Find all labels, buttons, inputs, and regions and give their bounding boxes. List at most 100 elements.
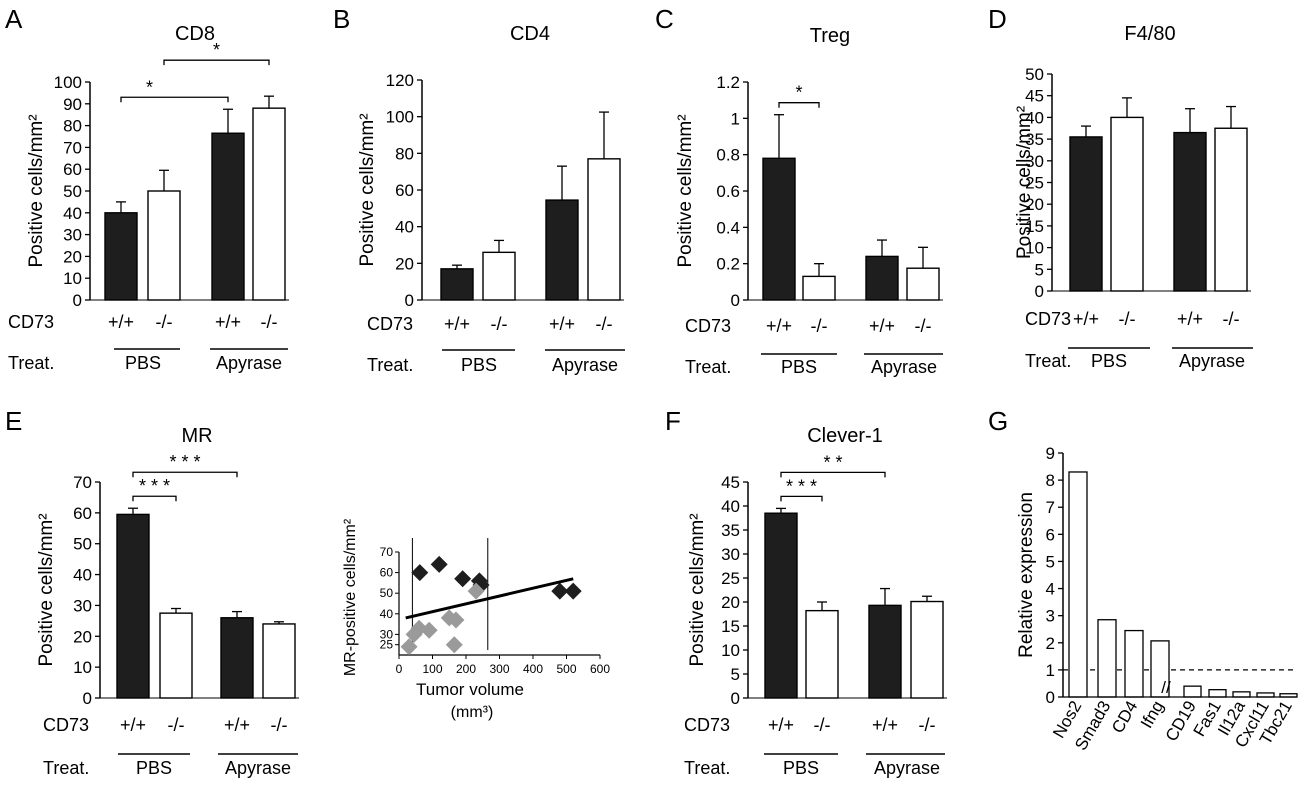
y-tick-label: 100 xyxy=(54,73,82,92)
y-tick-label: 30 xyxy=(1025,152,1044,171)
y-tick-label: 0 xyxy=(731,291,740,310)
category-label: Ifng xyxy=(1137,698,1168,732)
y-tick-label: 0.4 xyxy=(716,218,740,237)
axis-break-mark: // xyxy=(1161,678,1171,697)
genotype-label: +/+ xyxy=(869,316,895,336)
y-tick-label: 20 xyxy=(1025,195,1044,214)
genotype-row-label: CD73 xyxy=(43,715,89,735)
bar xyxy=(1110,116,1144,292)
scatter-point xyxy=(400,638,418,656)
y-tick-label: 50 xyxy=(380,586,394,600)
panel-letter-d: D xyxy=(988,4,1007,34)
genotype-row-label: CD73 xyxy=(8,312,54,332)
genotype-label: +/+ xyxy=(1177,309,1203,329)
chart-title: F4/80 xyxy=(1124,23,1175,45)
bar xyxy=(1097,619,1117,698)
x-axis-label: Tumor volume xyxy=(416,680,524,699)
genotype-label: +/+ xyxy=(120,715,146,735)
y-tick-label: 70 xyxy=(380,545,394,559)
genotype-label: -/- xyxy=(915,316,932,336)
y-tick-label: 0.2 xyxy=(716,255,740,274)
y-tick-label: 25 xyxy=(721,569,740,588)
x-axis-unit: (mm³) xyxy=(451,704,494,721)
y-tick-label: 1 xyxy=(731,109,740,128)
y-tick-label: 20 xyxy=(63,247,82,266)
y-tick-label: 60 xyxy=(380,566,394,580)
significance-bracket xyxy=(163,59,270,66)
bar xyxy=(868,604,902,699)
y-tick-label: 0 xyxy=(73,291,82,310)
significance-bracket xyxy=(132,471,238,478)
y-tick-label: 25 xyxy=(380,638,394,652)
bar xyxy=(1068,471,1088,698)
significance-stars: * * xyxy=(823,452,842,472)
chart-mr: MR Positive cells/mm² 0 10 20 30 40 50 60 70 +/+ -/… xyxy=(36,425,299,778)
bar xyxy=(1173,131,1207,292)
genotype-row-label: CD73 xyxy=(1025,309,1071,329)
scatter-point xyxy=(411,564,429,582)
y-tick-label: 0 xyxy=(1046,688,1055,707)
trend-line xyxy=(405,577,574,620)
y-tick-label: 30 xyxy=(721,545,740,564)
y-tick-label: 6 xyxy=(1046,525,1055,544)
bar xyxy=(211,132,245,301)
bar xyxy=(762,157,796,301)
y-axis-label: Positive cells/mm² xyxy=(687,513,708,666)
scatter-point xyxy=(430,555,448,573)
significance-bracket xyxy=(778,102,820,108)
y-tick-label: 45 xyxy=(721,473,740,492)
genotype-label: -/- xyxy=(261,312,278,332)
significance-stars: * * * xyxy=(169,452,200,472)
genotype-label: -/- xyxy=(1119,309,1136,329)
y-axis-label: Positive cells/mm² xyxy=(26,114,47,267)
genotype-label: +/+ xyxy=(224,715,250,735)
bar xyxy=(159,612,193,699)
y-tick-label: 40 xyxy=(73,566,92,585)
y-tick-label: 5 xyxy=(1046,552,1055,571)
significance-stars: * xyxy=(795,83,802,103)
chart-title: MR xyxy=(181,425,212,447)
y-tick-label: 50 xyxy=(73,535,92,554)
x-tick-label: 300 xyxy=(489,662,509,676)
genotype-row-label: CD73 xyxy=(367,314,413,334)
panel-letter-c: C xyxy=(655,4,674,34)
y-tick-label: 50 xyxy=(63,182,82,201)
bar xyxy=(587,158,621,301)
y-tick-label: 40 xyxy=(1025,108,1044,127)
genotype-label: -/- xyxy=(156,312,173,332)
genotype-label: +/+ xyxy=(444,314,470,334)
significance-stars: * * * xyxy=(786,476,817,496)
bar xyxy=(1069,136,1103,292)
y-tick-label: 8 xyxy=(1046,471,1055,490)
y-tick-label: 9 xyxy=(1046,444,1055,463)
panel-letter-a: A xyxy=(5,4,23,34)
treatment-row-label: Treat. xyxy=(43,758,89,778)
x-tick-label: 500 xyxy=(556,662,576,676)
treatment-label: Apyrase xyxy=(871,357,937,377)
bar xyxy=(104,212,138,301)
scatter-point xyxy=(420,621,438,639)
treatment-row-label: Treat. xyxy=(8,353,54,373)
y-tick-label: 80 xyxy=(395,144,414,163)
chart-cd4: CD4 Positive cells/mm² 0 20 40 60 80 100 120 +/+ -… xyxy=(357,23,625,375)
y-tick-label: 80 xyxy=(63,117,82,136)
genotype-label: -/- xyxy=(814,715,831,735)
treatment-label: Apyrase xyxy=(874,758,940,778)
bar xyxy=(1214,127,1248,292)
treatment-label: PBS xyxy=(136,758,172,778)
x-tick-label: 0 xyxy=(396,662,403,676)
y-tick-label: 45 xyxy=(1025,87,1044,106)
y-tick-label: 50 xyxy=(1025,65,1044,84)
x-tick-label: 400 xyxy=(523,662,543,676)
treatment-label: Apyrase xyxy=(552,355,618,375)
y-tick-label: 35 xyxy=(721,521,740,540)
bar xyxy=(262,623,296,699)
chart-cd8: CD8 Positive cells/mm² 0 10 20 30 40 50 60 70 80 90… xyxy=(8,23,289,373)
genotype-label: -/- xyxy=(811,316,828,336)
y-tick-label: 0 xyxy=(1035,282,1044,301)
y-tick-label: 70 xyxy=(63,138,82,157)
y-tick-label: 70 xyxy=(73,473,92,492)
treatment-row-label: Treat. xyxy=(685,357,731,377)
genotype-label: -/- xyxy=(596,314,613,334)
